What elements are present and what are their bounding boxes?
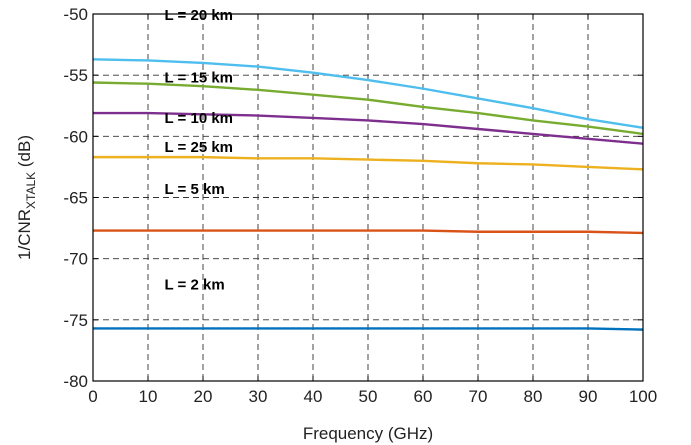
y-axis-label: 1/CNRXTALK (dB) [15, 135, 38, 260]
x-tick-label: 60 [414, 387, 433, 406]
y-tick-label: -55 [63, 66, 88, 85]
series-label: L = 15 km [165, 70, 234, 87]
series-label: L = 10 km [165, 110, 234, 127]
y-tick-label: -80 [63, 372, 88, 391]
series-label: L = 20 km [165, 7, 234, 24]
series-line [92, 58, 644, 129]
series-line [93, 155, 644, 171]
series-label: L = 2 km [165, 276, 225, 293]
x-tick-label: 70 [469, 387, 488, 406]
series-line [93, 229, 644, 235]
y-axis-label-subscript: XTALK [24, 172, 38, 209]
y-axis: -80 -75 -70 -65 -60 -55 -50 [63, 5, 643, 391]
series-group [92, 58, 644, 331]
x-tick-label: 50 [359, 387, 378, 406]
series-line [92, 81, 644, 136]
y-axis-label-unit: (dB) [15, 135, 34, 172]
y-tick-label: -65 [63, 189, 88, 208]
series-line [93, 327, 644, 331]
x-tick-label: 80 [524, 387, 543, 406]
x-tick-label: 0 [88, 387, 97, 406]
grid [93, 14, 643, 381]
y-tick-label: -50 [63, 5, 88, 24]
x-tick-label: 90 [579, 387, 598, 406]
series-line [93, 111, 644, 145]
x-tick-label: 30 [249, 387, 268, 406]
series-label: L = 5 km [165, 181, 225, 198]
x-axis: 0 10 20 30 40 50 60 70 80 90 100 [88, 14, 657, 406]
x-tick-label: 10 [139, 387, 158, 406]
x-tick-label: 100 [629, 387, 657, 406]
series-label: L = 25 km [165, 139, 234, 156]
x-axis-label: Frequency (GHz) [303, 424, 433, 443]
x-tick-label: 20 [194, 387, 213, 406]
y-tick-label: -70 [63, 250, 88, 269]
y-tick-label: -60 [63, 127, 88, 146]
y-axis-label-main: 1/CNR [15, 209, 34, 260]
y-tick-label: -75 [63, 311, 88, 330]
series-labels: L = 25 km L = 20 km L = 15 km L = 10 km L = … [165, 7, 234, 293]
x-tick-label: 40 [304, 387, 323, 406]
